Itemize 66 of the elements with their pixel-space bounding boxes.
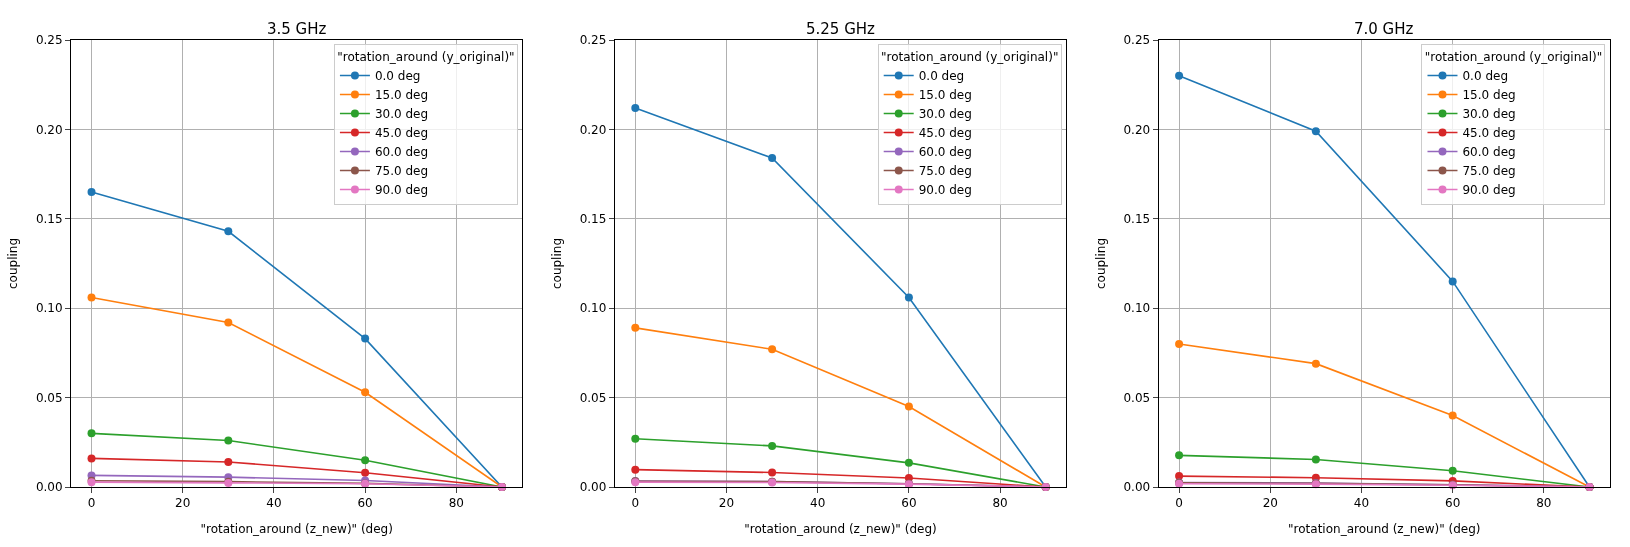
legend-label: 75.0 deg <box>918 164 972 179</box>
x-tick-label: 60 <box>1445 496 1461 511</box>
legend-label: 90.0 deg <box>918 183 972 198</box>
legend-label: 45.0 deg <box>1462 126 1516 141</box>
y-tick-label: 0.20 <box>35 122 63 137</box>
legend-label: 15.0 deg <box>374 88 429 103</box>
y-tick-label: 0.15 <box>579 212 607 226</box>
x-tick-label: 0 <box>1175 496 1183 511</box>
x-tick-label: 40 <box>1353 496 1370 511</box>
y-axis-title: coupling <box>6 237 21 290</box>
legend-label: 90.0 deg <box>374 183 429 198</box>
y-axis-title: coupling <box>1093 237 1108 290</box>
legend-title: "rotation_around (y_original)" <box>880 50 1059 65</box>
chart-title: 3.5 GHz <box>267 20 327 38</box>
x-tick-label: 40 <box>266 496 282 511</box>
legend-label: 0.0 deg <box>918 69 965 84</box>
x-tick-label: 0 <box>87 496 96 511</box>
legend-label: 75.0 deg <box>374 164 429 179</box>
legend-label: 15.0 deg <box>918 88 972 103</box>
y-tick-label: 0.25 <box>1123 33 1151 48</box>
y-tick-label: 0.05 <box>1123 390 1151 405</box>
legend-title: "rotation_around (y_original)" <box>1424 50 1603 65</box>
y-axis-title: coupling <box>549 237 564 290</box>
x-tick-label: 20 <box>1262 496 1278 511</box>
y-tick-label: 0.00 <box>1123 480 1151 495</box>
legend-label: 0.0 deg <box>1462 69 1508 84</box>
y-tick-label: 0.10 <box>579 301 607 316</box>
x-tick-label: 80 <box>992 496 1008 511</box>
x-axis-title: "rotation_around (z_new)" (deg) <box>744 522 937 537</box>
x-tick-label: 40 <box>810 496 826 511</box>
x-tick-label: 0 <box>631 496 640 511</box>
x-axis-title: "rotation_around (z_new)" (deg) <box>200 522 393 537</box>
legend-label: 60.0 deg <box>1462 145 1516 160</box>
y-tick-label: 0.25 <box>35 33 63 48</box>
legend-label: 30.0 deg <box>374 107 429 122</box>
y-tick-label: 0.20 <box>579 122 607 137</box>
legend-label: 75.0 deg <box>1462 164 1516 179</box>
y-tick-label: 0.15 <box>35 212 63 226</box>
y-tick-label: 0.20 <box>1123 122 1151 137</box>
legend-label: 45.0 deg <box>918 126 972 141</box>
x-tick-label: 20 <box>718 496 735 511</box>
y-tick-label: 0.10 <box>35 301 63 316</box>
chart-title: 7.0 GHz <box>1354 20 1414 38</box>
x-tick-label: 80 <box>448 496 464 511</box>
y-tick-label: 0.00 <box>35 480 63 495</box>
legend-label: 0.0 deg <box>374 69 421 84</box>
y-tick-label: 0.05 <box>35 390 63 405</box>
legend-title: "rotation_around (y_original)" <box>337 50 515 65</box>
legend-label: 15.0 deg <box>1462 88 1516 103</box>
legend-label: 60.0 deg <box>918 145 972 160</box>
y-tick-label: 0.25 <box>579 33 607 48</box>
y-tick-label: 0.00 <box>579 480 607 495</box>
x-axis-title: "rotation_around (z_new)" (deg) <box>1288 522 1481 537</box>
legend-label: 30.0 deg <box>918 107 972 122</box>
legend-label: 45.0 deg <box>374 126 429 141</box>
y-tick-label: 0.10 <box>1123 301 1151 316</box>
chart-title: 5.25 GHz <box>806 20 876 38</box>
x-tick-label: 80 <box>1536 496 1552 511</box>
x-tick-label: 60 <box>901 496 917 511</box>
x-tick-label: 20 <box>175 496 191 511</box>
y-tick-label: 0.15 <box>1123 212 1151 226</box>
legend-label: 60.0 deg <box>374 145 429 160</box>
legend-label: 90.0 deg <box>1462 183 1516 198</box>
legend-label: 30.0 deg <box>1462 107 1516 122</box>
y-tick-label: 0.05 <box>579 390 607 405</box>
x-tick-label: 60 <box>357 496 373 511</box>
